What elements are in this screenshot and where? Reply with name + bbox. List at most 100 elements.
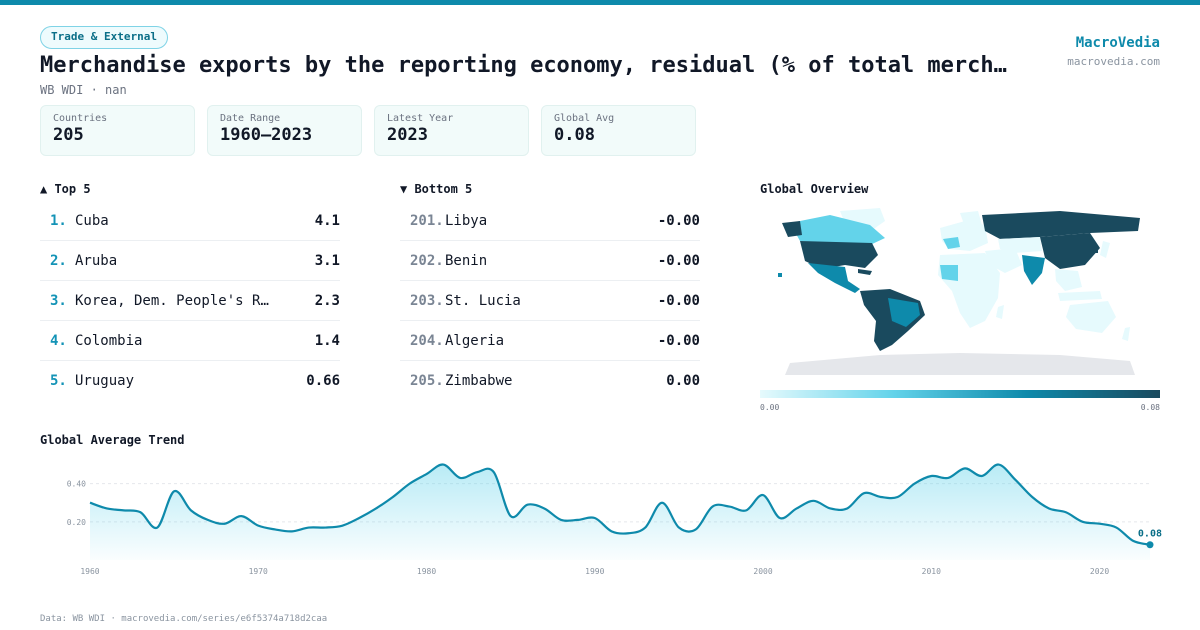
rank-number: 1. [50, 213, 67, 229]
list-item[interactable]: 202. Benin -0.00 [400, 241, 700, 281]
rank-number: 4. [50, 333, 67, 349]
map-region-indonesia [1058, 291, 1102, 301]
map-region-western-europe [943, 237, 960, 249]
list-item[interactable]: 5. Uruguay 0.66 [40, 361, 340, 401]
top5-title: ▲ Top 5 [40, 182, 91, 196]
legend-max-label: 0.08 [1140, 403, 1160, 412]
trend-line [89, 463, 1151, 546]
trend-area [90, 464, 1150, 560]
list-item[interactable]: 4. Colombia 1.4 [40, 321, 340, 361]
legend-min-label: 0.00 [760, 403, 780, 412]
map-title: Global Overview [760, 182, 869, 196]
map-region-southeast-asia [1055, 269, 1082, 291]
stat-value: 2023 [387, 125, 428, 145]
x-tick-label: 1960 [80, 567, 99, 576]
country-name: Cuba [75, 213, 109, 229]
country-value: 0.00 [666, 373, 700, 389]
country-value: 2.3 [314, 293, 340, 309]
top-accent-bar [0, 0, 1200, 5]
rank-number: 205. [410, 373, 444, 389]
stat-value: 0.08 [554, 125, 595, 145]
world-map[interactable] [760, 203, 1160, 383]
x-tick-label: 2020 [1090, 567, 1109, 576]
brand: MacroVedia macrovedia.com [1067, 35, 1160, 68]
x-tick-label: 1980 [417, 567, 436, 576]
map-region-middle-east [985, 248, 1022, 273]
brand-name[interactable]: MacroVedia [1075, 35, 1160, 51]
top5-list: 1. Cuba 4.1 2. Aruba 3.1 3. Korea, Dem. … [40, 201, 340, 401]
map-region-scandinavia [960, 211, 982, 227]
list-item[interactable]: 2. Aruba 3.1 [40, 241, 340, 281]
bottom5-title: ▼ Bottom 5 [400, 182, 473, 196]
map-region-russia [982, 211, 1140, 239]
stat-label: Global Avg [554, 113, 615, 124]
country-name: Colombia [75, 333, 143, 349]
country-name: Benin [445, 253, 488, 269]
rank-number: 3. [50, 293, 67, 309]
country-value: -0.00 [657, 253, 700, 269]
stat-card-global-avg: Global Avg 0.08 [541, 105, 696, 156]
map-region-madagascar [996, 305, 1004, 319]
stat-card-latest-year: Latest Year 2023 [374, 105, 529, 156]
stat-value: 1960–2023 [220, 125, 313, 145]
country-name: Zimbabwe [445, 373, 513, 389]
stat-card-date-range: Date Range 1960–2023 [207, 105, 362, 156]
rank-number: 202. [410, 253, 444, 269]
x-tick-label: 2010 [922, 567, 941, 576]
rank-number: 204. [410, 333, 444, 349]
stat-label: Date Range [220, 113, 281, 124]
map-region-brazil [888, 298, 920, 327]
x-tick-label: 2000 [753, 567, 772, 576]
map-region-australia [1066, 301, 1116, 333]
map-region-new-zealand [1122, 327, 1130, 341]
y-tick-label: 0.40 [67, 480, 86, 489]
stat-card-countries: Countries 205 [40, 105, 195, 156]
country-value: -0.00 [657, 333, 700, 349]
rank-number: 2. [50, 253, 67, 269]
rank-number: 203. [410, 293, 444, 309]
list-item[interactable]: 203. St. Lucia -0.00 [400, 281, 700, 321]
brand-url[interactable]: macrovedia.com [1067, 55, 1160, 68]
map-region-antarctica [785, 353, 1135, 375]
page-subtitle: WB WDI · nan [40, 83, 127, 97]
rank-number: 5. [50, 373, 67, 389]
stat-label: Latest Year [387, 113, 454, 124]
country-value: -0.00 [657, 213, 700, 229]
map-region-west-africa [940, 265, 958, 281]
list-item[interactable]: 201. Libya -0.00 [400, 201, 700, 241]
list-item[interactable]: 3. Korea, Dem. People's Rep. 2.3 [40, 281, 340, 321]
country-value: 4.1 [314, 213, 340, 229]
footer-source: Data: WB WDI · macrovedia.com/series/e6f… [40, 614, 328, 624]
list-item[interactable]: 205. Zimbabwe 0.00 [400, 361, 700, 401]
country-name: Aruba [75, 253, 118, 269]
map-region-usa [800, 241, 878, 269]
map-region-india [1022, 255, 1045, 285]
trend-last-value-label: 0.08 [1138, 529, 1162, 540]
x-tick-label: 1990 [585, 567, 604, 576]
list-item[interactable]: 204. Algeria -0.00 [400, 321, 700, 361]
stat-value: 205 [53, 125, 84, 145]
country-name: Algeria [445, 333, 505, 349]
map-region-canada [790, 215, 885, 245]
map-region-japan [1100, 241, 1110, 258]
category-badge[interactable]: Trade & External [40, 26, 168, 49]
country-name: Uruguay [75, 373, 135, 389]
y-tick-label: 0.20 [67, 518, 86, 527]
map-region-korea [1092, 245, 1098, 253]
map-region-china [1040, 233, 1100, 269]
x-tick-label: 1970 [249, 567, 268, 576]
list-item[interactable]: 1. Cuba 4.1 [40, 201, 340, 241]
trend-title: Global Average Trend [40, 433, 185, 447]
map-legend-gradient [760, 390, 1160, 398]
country-value: 0.66 [306, 373, 340, 389]
map-region-central-asia [998, 237, 1042, 253]
world-map-svg [778, 208, 1140, 375]
trend-chart[interactable]: 0.20 0.40 1960 1970 1980 1990 2000 2010 2020 0.… [0, 455, 1200, 585]
rank-number: 201. [410, 213, 444, 229]
country-value: 1.4 [314, 333, 340, 349]
map-region-alaska [782, 221, 802, 237]
country-name: Libya [445, 213, 488, 229]
bottom5-list: 201. Libya -0.00 202. Benin -0.00 203. S… [400, 201, 700, 401]
map-region-caribbean [858, 269, 872, 275]
country-name: St. Lucia [445, 293, 521, 309]
